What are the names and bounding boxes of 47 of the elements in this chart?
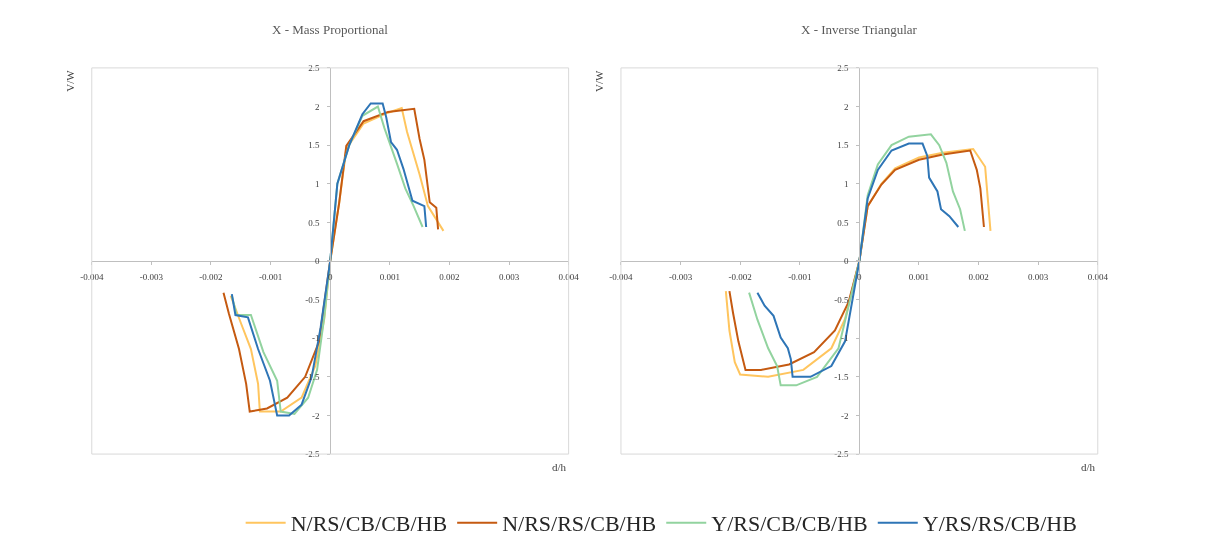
y-tick-label: -2 [841, 410, 849, 421]
y-tick-label: 2 [844, 101, 849, 112]
x-tick-label: 0.004 [1087, 271, 1109, 282]
x-tick-label: -0.004 [609, 271, 634, 282]
x-tick-label: -0.003 [668, 271, 693, 282]
x-tick-label: 0 [327, 271, 333, 282]
x-axis-title: d/h [1081, 461, 1096, 473]
x-tick-label: 0.001 [908, 271, 930, 282]
x-tick-label: 0.001 [379, 271, 400, 282]
y-tick-label: 2.5 [308, 63, 320, 74]
x-tick-label: 0 [857, 271, 863, 282]
y-axis-title: V/W [593, 69, 606, 92]
chart-title: X - Inverse Triangular [801, 22, 918, 37]
legend-label: N/RS/RS/CB/HB [502, 511, 657, 537]
x-tick-label: 0.002 [968, 271, 989, 282]
y-tick-label: -0.5 [834, 294, 850, 305]
y-tick-label: -2.5 [834, 449, 850, 460]
x-tick-label: -0.004 [80, 271, 104, 282]
y-axis-title: V/W [63, 69, 76, 92]
legend-label: N/RS/CB/CB/HB [290, 511, 448, 537]
y-tick-label: 1 [844, 178, 849, 189]
chart-title: X - Mass Proportional [272, 22, 389, 37]
x-tick-label: -0.002 [728, 271, 752, 282]
x-tick-label: -0.001 [258, 271, 283, 282]
y-tick-label: 0 [314, 256, 320, 267]
y-tick-label: 1 [314, 178, 320, 189]
legend-label: Y/RS/CB/CB/HB [711, 511, 868, 537]
y-tick-label: 0.5 [837, 217, 850, 228]
y-tick-label: 1.5 [837, 140, 850, 151]
y-tick-label: 0.5 [308, 217, 320, 228]
y-tick-label: -2.5 [305, 449, 320, 460]
x-tick-label: 0.004 [558, 271, 580, 282]
y-tick-label: 0 [844, 256, 850, 267]
y-tick-label: -1.5 [834, 371, 850, 382]
x-tick-label: -0.001 [788, 271, 812, 282]
y-tick-label: -0.5 [305, 294, 320, 305]
y-tick-label: -2 [311, 410, 320, 421]
legend-label: Y/RS/RS/CB/HB [922, 511, 1077, 537]
x-tick-label: 0.002 [439, 271, 460, 282]
x-tick-label: -0.002 [199, 271, 223, 282]
x-tick-label: 0.003 [1028, 271, 1049, 282]
y-tick-label: 2.5 [837, 63, 850, 74]
y-tick-label: 2 [314, 101, 320, 112]
y-tick-label: 1.5 [308, 140, 320, 151]
x-tick-label: -0.003 [139, 271, 164, 282]
x-tick-label: 0.003 [498, 271, 520, 282]
x-axis-title: d/h [552, 461, 567, 473]
